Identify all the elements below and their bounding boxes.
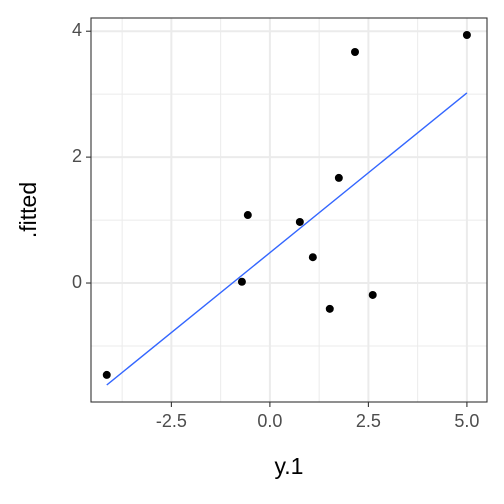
point — [325, 304, 334, 313]
point — [334, 173, 343, 182]
point — [368, 290, 377, 299]
point — [237, 277, 246, 286]
point — [462, 30, 471, 39]
x-tick-label: 0.0 — [257, 411, 282, 431]
y-tick-label: 4 — [72, 20, 82, 40]
y-tick-label: 2 — [72, 146, 82, 166]
panel-border — [90, 17, 488, 403]
x-tick-label: -2.5 — [156, 411, 187, 431]
x-axis-title: y.1 — [275, 453, 304, 479]
point — [351, 47, 359, 56]
x-tick-label: 2.5 — [356, 411, 381, 431]
x-tick-label: 5.0 — [454, 411, 479, 431]
point — [295, 217, 304, 226]
point — [243, 211, 252, 220]
point — [102, 370, 111, 379]
fit-line — [106, 92, 468, 386]
point — [308, 253, 317, 262]
y-axis-title: .fitted — [15, 182, 41, 238]
y-tick-label: 0 — [72, 272, 82, 292]
